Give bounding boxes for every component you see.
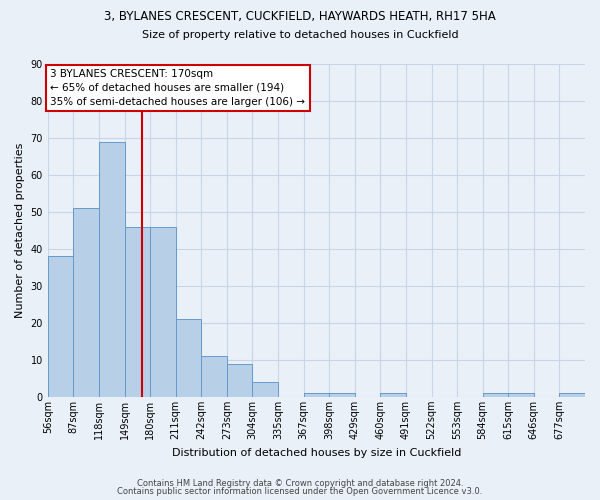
Bar	[380, 393, 406, 397]
Bar	[201, 356, 227, 397]
Bar	[73, 208, 99, 397]
Bar	[559, 393, 585, 397]
Bar	[48, 256, 73, 397]
Bar	[329, 393, 355, 397]
Text: Contains public sector information licensed under the Open Government Licence v3: Contains public sector information licen…	[118, 487, 482, 496]
Bar	[99, 142, 125, 397]
Y-axis label: Number of detached properties: Number of detached properties	[15, 143, 25, 318]
Text: 3 BYLANES CRESCENT: 170sqm
← 65% of detached houses are smaller (194)
35% of sem: 3 BYLANES CRESCENT: 170sqm ← 65% of deta…	[50, 69, 305, 107]
Bar	[125, 226, 150, 397]
Text: Contains HM Land Registry data © Crown copyright and database right 2024.: Contains HM Land Registry data © Crown c…	[137, 478, 463, 488]
Bar	[150, 226, 176, 397]
Bar	[482, 393, 508, 397]
Bar	[253, 382, 278, 397]
X-axis label: Distribution of detached houses by size in Cuckfield: Distribution of detached houses by size …	[172, 448, 461, 458]
Bar	[304, 393, 329, 397]
Bar	[176, 319, 201, 397]
Bar	[508, 393, 534, 397]
Bar	[227, 364, 253, 397]
Text: Size of property relative to detached houses in Cuckfield: Size of property relative to detached ho…	[142, 30, 458, 40]
Text: 3, BYLANES CRESCENT, CUCKFIELD, HAYWARDS HEATH, RH17 5HA: 3, BYLANES CRESCENT, CUCKFIELD, HAYWARDS…	[104, 10, 496, 23]
